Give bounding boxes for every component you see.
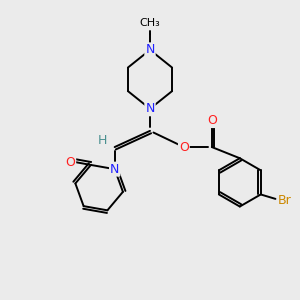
Text: N: N xyxy=(145,102,155,115)
Text: N: N xyxy=(110,163,119,176)
Text: CH₃: CH₃ xyxy=(140,18,160,28)
Text: O: O xyxy=(207,114,217,127)
Text: N: N xyxy=(145,44,155,56)
Text: H: H xyxy=(98,134,107,147)
Text: O: O xyxy=(65,155,75,169)
Text: O: O xyxy=(179,141,189,154)
Text: Br: Br xyxy=(278,194,292,207)
